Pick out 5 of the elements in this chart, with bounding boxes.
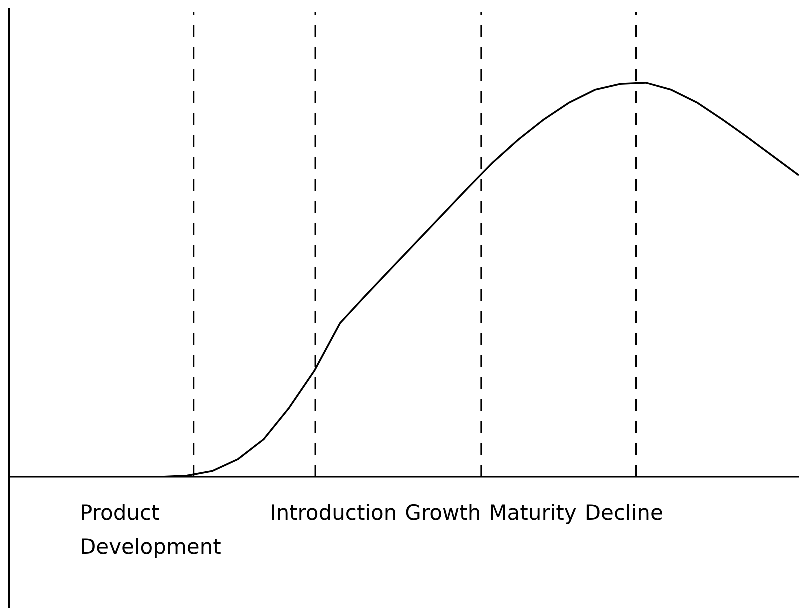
text: Product Development [80,500,222,561]
text: Decline [584,500,664,527]
text: Introduction [270,500,398,527]
text: Growth [405,500,482,527]
text: Maturity [489,500,578,527]
